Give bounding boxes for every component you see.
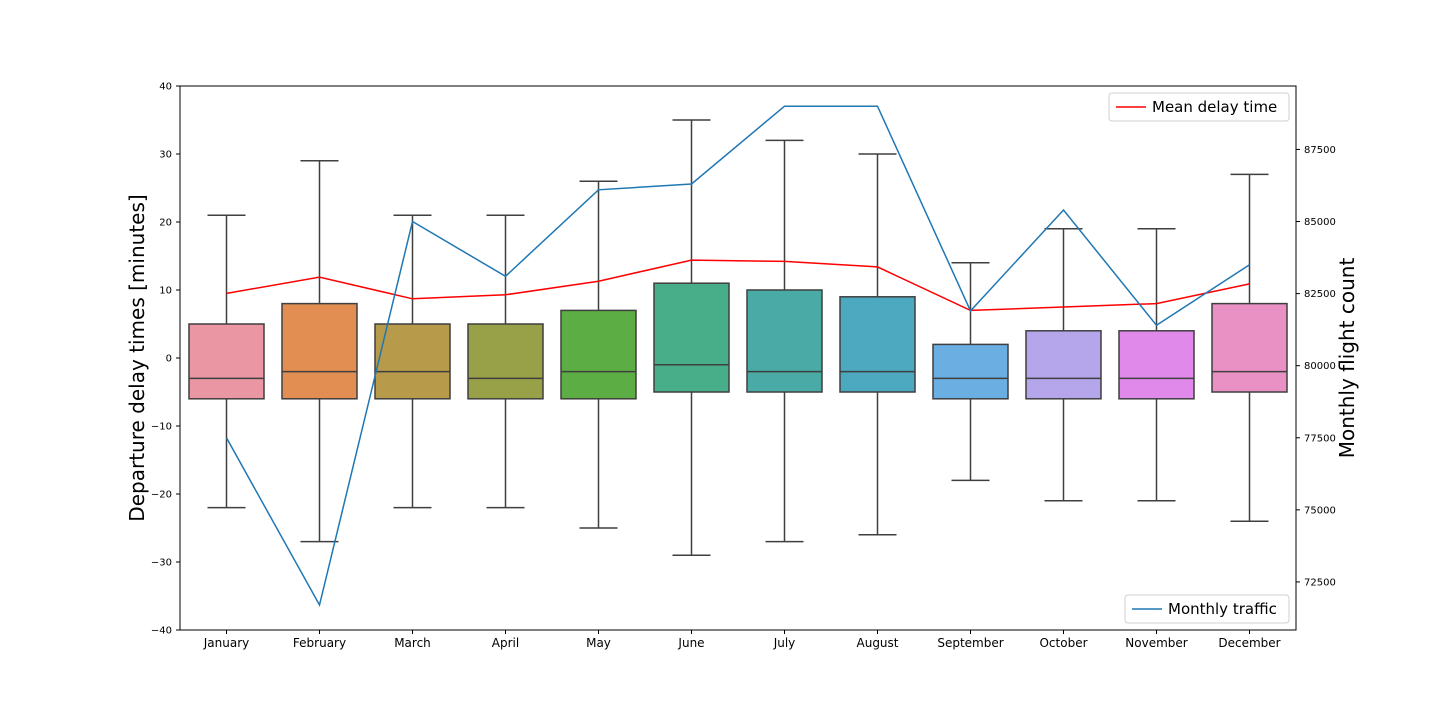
y-axis-title: Departure delay times [minutes] <box>125 194 149 521</box>
y2-axis-title: Monthly flight count <box>1335 258 1359 459</box>
legends-layer: Mean delay time Monthly traffic <box>1108 92 1290 624</box>
y-tick-label: −10 <box>151 422 172 433</box>
y2-axis-ticks: 72500 75000 77500 80000 82500 85000 87500 <box>1296 145 1336 588</box>
box-september <box>932 262 1009 482</box>
y2-tick-label: 82500 <box>1304 289 1336 300</box>
legend-mean-delay-time: Mean delay time <box>1108 92 1290 122</box>
legend-frame <box>1124 594 1290 624</box>
box-march <box>374 214 451 509</box>
y-axis-ticks: −40 −30 −20 −10 0 10 20 30 40 <box>151 82 180 637</box>
x-tick-label: April <box>492 636 519 650</box>
box-body <box>467 323 544 400</box>
x-tick-label: January <box>203 636 250 650</box>
box-body <box>374 323 451 400</box>
x-tick-label: March <box>394 636 431 650</box>
box-june <box>653 119 730 556</box>
y-tick-label: −30 <box>151 558 172 569</box>
box-body <box>839 296 916 393</box>
x-tick-label: October <box>1039 636 1087 650</box>
x-tick-label: June <box>677 636 704 650</box>
box-body <box>653 282 730 393</box>
box-july <box>746 139 823 543</box>
box-april <box>467 214 544 509</box>
y2-tick-label: 87500 <box>1304 145 1336 156</box>
box-january <box>188 214 265 509</box>
box-may <box>560 180 637 529</box>
x-tick-label: September <box>937 636 1003 650</box>
y2-tick-label: 75000 <box>1304 505 1336 516</box>
y-tick-label: −20 <box>151 490 172 501</box>
box-february <box>281 160 358 543</box>
box-december <box>1211 173 1288 522</box>
box-body <box>1025 330 1102 400</box>
x-tick-label: May <box>586 636 611 650</box>
legend-frame <box>1108 92 1290 122</box>
box-november <box>1118 228 1195 502</box>
box-body <box>560 309 637 400</box>
lines-layer <box>225 105 1250 608</box>
mean-delay-time-line <box>226 259 1250 312</box>
x-tick-label: November <box>1125 636 1187 650</box>
box-body <box>281 302 358 400</box>
box-body <box>932 343 1009 400</box>
box-august <box>839 153 916 536</box>
y2-tick-label: 77500 <box>1304 433 1336 444</box>
box-body <box>188 323 265 400</box>
y-tick-label: 30 <box>159 150 172 161</box>
legend-label: Mean delay time <box>1152 98 1277 116</box>
monthly-traffic-line <box>225 105 1250 608</box>
x-tick-label: August <box>857 636 899 650</box>
legend-monthly-traffic: Monthly traffic <box>1124 594 1290 624</box>
box-body <box>1118 330 1195 400</box>
y2-tick-label: 80000 <box>1304 361 1336 372</box>
y-tick-label: 10 <box>159 286 172 297</box>
x-tick-label: July <box>773 636 796 650</box>
x-axis-ticks: January February March April May June July Augu… <box>203 630 1281 650</box>
y-tick-label: −40 <box>151 626 172 637</box>
y2-tick-label: 72500 <box>1304 577 1336 588</box>
box-october <box>1025 228 1102 502</box>
y2-tick-label: 85000 <box>1304 217 1336 228</box>
legend-label: Monthly traffic <box>1168 600 1277 618</box>
x-tick-label: December <box>1218 636 1280 650</box>
x-tick-label: February <box>293 636 346 650</box>
box-body <box>746 289 823 393</box>
box-body <box>1211 302 1288 393</box>
y-tick-label: 20 <box>159 218 172 229</box>
y-tick-label: 40 <box>159 82 172 93</box>
y-tick-label: 0 <box>166 354 172 365</box>
boxes-layer <box>188 119 1288 556</box>
